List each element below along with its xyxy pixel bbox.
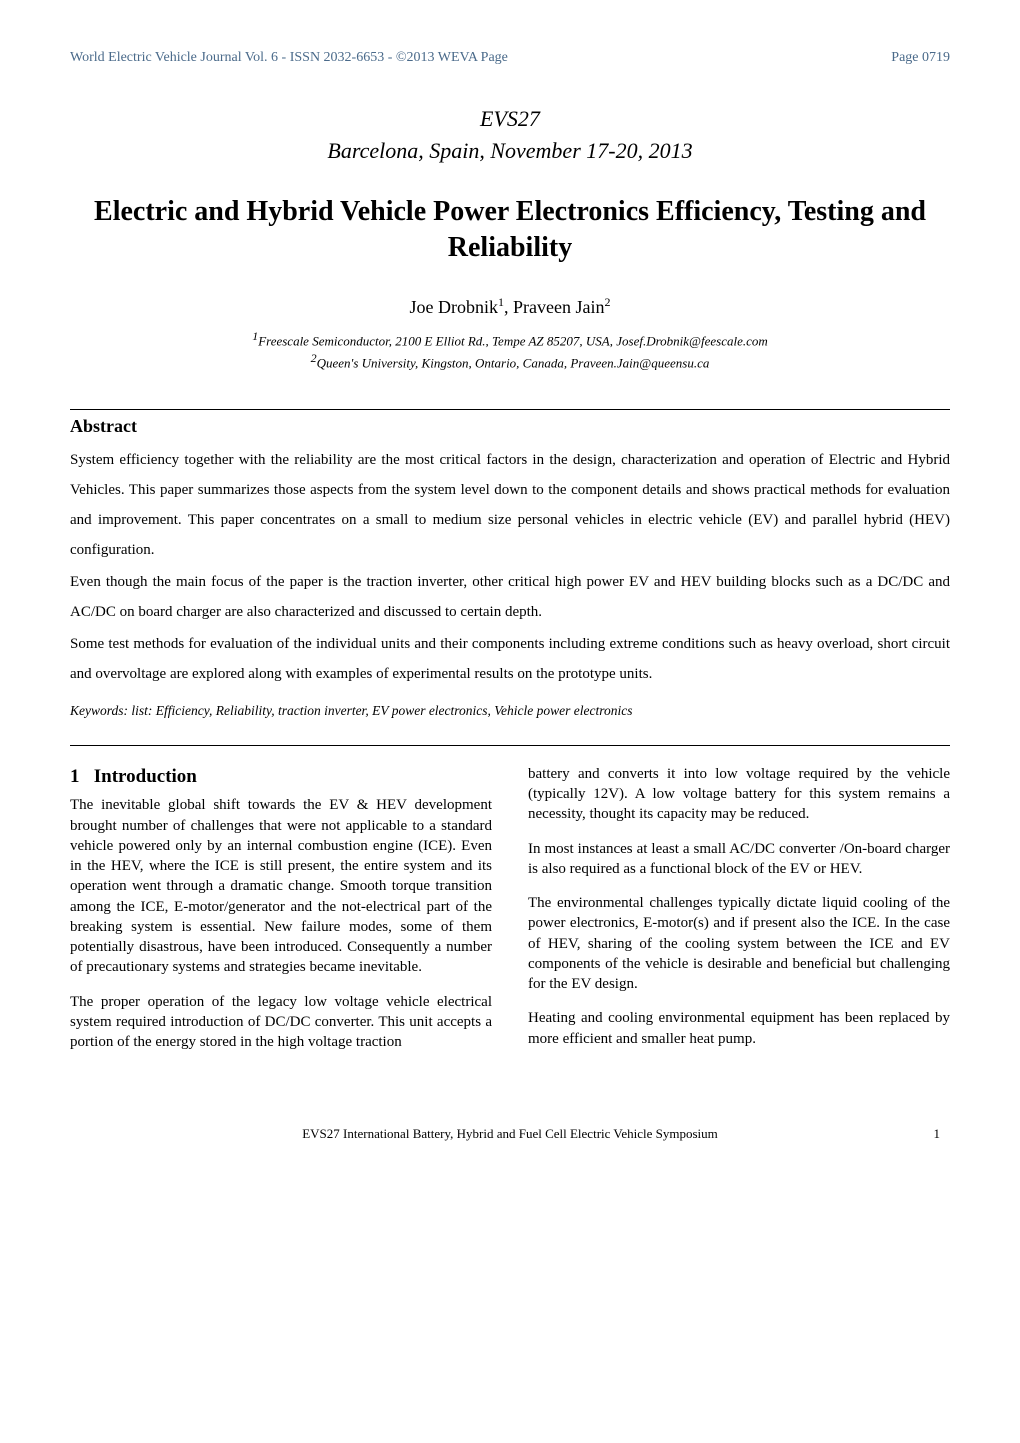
footer-symposium: EVS27 International Battery, Hybrid and … (110, 1126, 910, 1142)
author-1: Joe Drobnik (410, 297, 499, 317)
affiliation-1: 1Freescale Semiconductor, 2100 E Elliot … (70, 328, 950, 351)
right-column: battery and converts it into low voltage… (528, 764, 950, 1067)
page-header: World Electric Vehicle Journal Vol. 6 - … (70, 50, 950, 66)
abstract-body: System efficiency together with the reli… (70, 445, 950, 689)
author-sep: , Praveen Jain (504, 297, 604, 317)
section-1-title: Introduction (94, 766, 197, 787)
aff1-text: Freescale Semiconductor, 2100 E Elliot R… (258, 333, 768, 348)
right-p4: Heating and cooling environmental equipm… (528, 1008, 950, 1049)
section-1-number: 1 (70, 766, 80, 787)
left-column: 1 Introduction The inevitable global shi… (70, 764, 492, 1067)
right-p1: battery and converts it into low voltage… (528, 764, 950, 825)
left-p1: The inevitable global shift towards the … (70, 795, 492, 977)
right-p3: The environmental challenges typically d… (528, 893, 950, 994)
page-footer: EVS27 International Battery, Hybrid and … (70, 1126, 950, 1142)
footer-page-number: 1 (910, 1126, 940, 1142)
abstract-p1: System efficiency together with the reli… (70, 445, 950, 565)
right-p2: In most instances at least a small AC/DC… (528, 839, 950, 880)
footer-left-spacer (80, 1126, 110, 1142)
keywords: Keywords: list: Efficiency, Reliability,… (70, 703, 950, 719)
page-number-top: Page 0719 (891, 50, 950, 66)
abstract-heading: Abstract (70, 416, 950, 437)
paper-title: Electric and Hybrid Vehicle Power Electr… (70, 194, 950, 267)
body-columns: 1 Introduction The inevitable global shi… (70, 764, 950, 1067)
abstract-p3: Some test methods for evaluation of the … (70, 629, 950, 689)
rule-below-keywords (70, 745, 950, 746)
author-2-sup: 2 (604, 295, 610, 309)
left-p2: The proper operation of the legacy low v… (70, 992, 492, 1053)
conference-acronym: EVS27 (70, 106, 950, 132)
rule-above-abstract (70, 409, 950, 410)
abstract-p2: Even though the main focus of the paper … (70, 567, 950, 627)
affiliation-2: 2Queen's University, Kingston, Ontario, … (70, 350, 950, 373)
affiliations: 1Freescale Semiconductor, 2100 E Elliot … (70, 328, 950, 373)
journal-info: World Electric Vehicle Journal Vol. 6 - … (70, 50, 508, 66)
section-1-heading: 1 Introduction (70, 764, 492, 790)
conference-venue: Barcelona, Spain, November 17-20, 2013 (70, 138, 950, 164)
aff2-text: Queen's University, Kingston, Ontario, C… (317, 356, 710, 371)
authors-line: Joe Drobnik1, Praveen Jain2 (70, 295, 950, 318)
